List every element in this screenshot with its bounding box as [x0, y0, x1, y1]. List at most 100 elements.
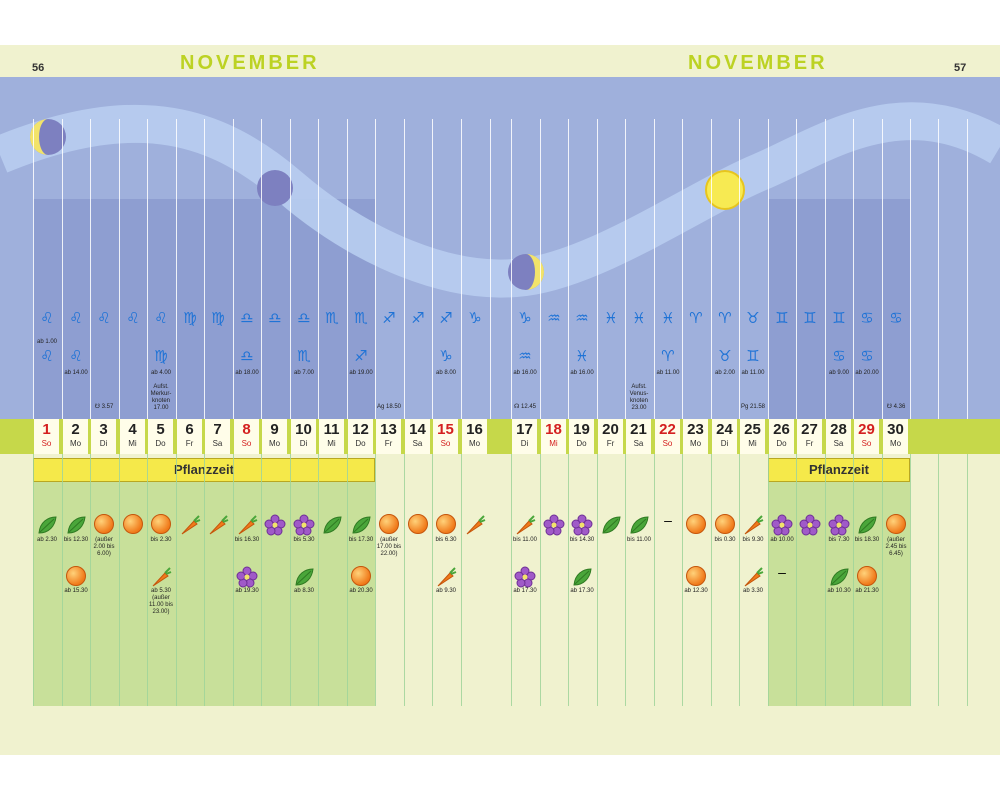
column-divider [147, 454, 148, 706]
day-number: 19 [573, 421, 590, 438]
root-icon [150, 566, 172, 588]
planting-time-note: ab 2.30 [36, 537, 58, 543]
sign-change-time: ab 11.00 [741, 370, 765, 376]
day-number: 4 [128, 421, 137, 438]
fish-zodiac-icon: ♓ [604, 310, 618, 327]
day-cell: 4 Mi [120, 419, 145, 454]
planting-time-note: bis 6.30 [435, 537, 457, 543]
column-divider [290, 454, 291, 706]
fruit-icon [686, 566, 706, 586]
planting-time-note-2: ab 20.30 [349, 588, 373, 594]
fruit-icon [94, 514, 114, 534]
sky-divider [147, 119, 148, 419]
sky-divider [432, 119, 433, 419]
flower-icon [514, 566, 536, 588]
weekday-label: Fr [606, 439, 615, 448]
day-cell: 20 Fr [598, 419, 623, 454]
sign-change-time: ab 1.00 [36, 339, 58, 345]
column-divider [938, 454, 939, 706]
zodiac-change-icon: ♌ [40, 348, 54, 365]
day-cell: 28 Sa [826, 419, 851, 454]
planting-time-note: bis 14.30 [569, 537, 595, 543]
planting-time-note: bis 9.30 [742, 537, 764, 543]
column-divider [261, 454, 262, 706]
column-divider [910, 454, 911, 706]
planting-time-note: (außer 2.45 bis 6.45) [885, 537, 907, 557]
day-number: 1 [42, 421, 51, 438]
moon-path-graphic [0, 102, 1000, 419]
fruit-icon [151, 514, 171, 534]
zodiac-change-icon: ♐ [354, 348, 368, 365]
weekday-label: Di [99, 439, 108, 448]
column-divider [682, 454, 683, 706]
bull-zodiac-icon: ♉ [746, 310, 760, 327]
weekday-label: Do [776, 439, 787, 448]
ram-zodiac-icon: ♈ [718, 310, 732, 327]
sign-change-time: ab 20.00 [855, 370, 879, 376]
day-cell: 8 So [234, 419, 259, 454]
leaf-icon [36, 514, 58, 536]
scales-zodiac-icon: ♎ [240, 310, 254, 327]
first-quarter-moon-icon [30, 119, 66, 155]
fish-zodiac-icon: ♓ [632, 310, 646, 327]
scales-zodiac-icon: ♎ [268, 310, 282, 327]
day-cell: 3 Di [91, 419, 116, 454]
dash-mark: – [664, 512, 672, 528]
leaf-icon [571, 566, 593, 588]
column-divider [33, 454, 34, 706]
flower-icon [799, 514, 821, 536]
sky-divider [261, 119, 262, 419]
planting-time-note: bis 12.30 [63, 537, 89, 543]
dash-mark: – [778, 564, 786, 580]
column-divider [625, 454, 626, 706]
zodiac-change-icon: ♋ [832, 348, 846, 365]
day-number: 30 [887, 421, 904, 438]
sky-divider [739, 119, 740, 419]
sign-change-time: ab 8.00 [435, 370, 457, 376]
day-cell: 21 Sa [626, 419, 651, 454]
lion-zodiac-icon: ♌ [40, 310, 54, 327]
planting-time-note-2: ab 21.30 [855, 588, 879, 594]
fruit-icon [408, 514, 428, 534]
planting-time-note-2: ab 15.30 [64, 588, 88, 594]
lion-zodiac-icon: ♌ [126, 310, 140, 327]
weekday-label: Do [355, 439, 366, 448]
sky-divider [290, 119, 291, 419]
day-number: 13 [380, 421, 397, 438]
leaf-icon [321, 514, 343, 536]
weekday-label: Mo [689, 439, 702, 448]
day-number: 29 [858, 421, 875, 438]
weekday-label: Sa [633, 439, 644, 448]
planting-time-note: bis 2.30 [150, 537, 172, 543]
sky-divider [938, 119, 939, 419]
zodiac-change-icon: ♊ [746, 348, 760, 365]
column-divider [347, 454, 348, 706]
twins-zodiac-icon: ♊ [832, 310, 846, 327]
weekday-label: So [41, 439, 52, 448]
ram-zodiac-icon: ♈ [689, 310, 703, 327]
day-number: 5 [156, 421, 165, 438]
day-number: 14 [409, 421, 426, 438]
weekday-label: Mo [268, 439, 281, 448]
sky-divider [967, 119, 968, 419]
sky-divider [853, 119, 854, 419]
weekday-label: Sa [412, 439, 423, 448]
weekday-label: Di [520, 439, 529, 448]
twins-zodiac-icon: ♊ [775, 310, 789, 327]
weekday-label: Mi [327, 439, 336, 448]
leaf-icon [350, 514, 372, 536]
day-cell: 9 Mo [262, 419, 287, 454]
root-icon [514, 514, 536, 536]
root-icon [207, 514, 229, 536]
sign-change-time: ab 4.00 [150, 370, 172, 376]
day-cell: 15 So [433, 419, 458, 454]
goat-zodiac-icon: ♑ [518, 310, 532, 327]
column-divider [796, 454, 797, 706]
planting-time-note-2: ab 17.30 [570, 588, 594, 594]
sky-divider [625, 119, 626, 419]
planting-time-note: bis 11.00 [513, 537, 537, 543]
day-number: 17 [516, 421, 533, 438]
day-number: 24 [716, 421, 733, 438]
day-number: 27 [801, 421, 818, 438]
waterman-zodiac-icon: ♒ [547, 310, 561, 327]
